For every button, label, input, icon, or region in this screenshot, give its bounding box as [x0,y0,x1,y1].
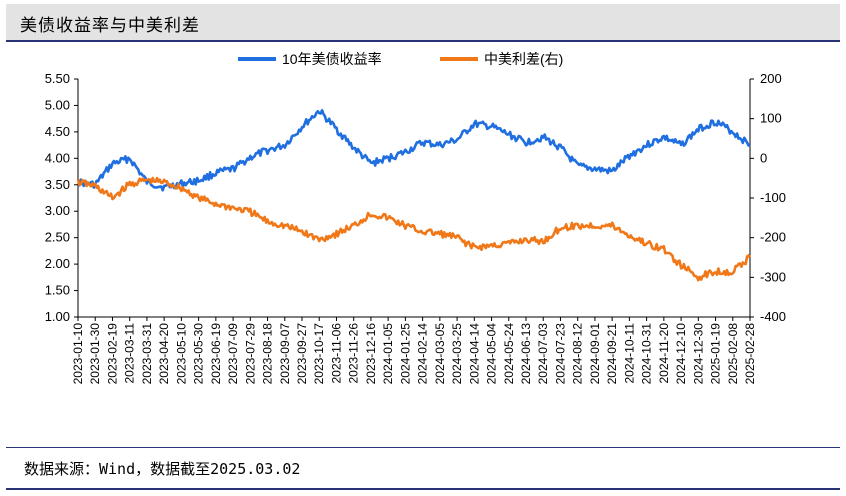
right-tick-label: -400 [760,309,786,324]
x-tick-label: 2023-09-27 [295,323,309,385]
x-tick-label: 2024-11-20 [657,323,671,384]
x-tick-label: 2023-03-11 [123,323,137,384]
left-tick-label: 3.50 [45,177,70,192]
right-tick-label: -300 [760,269,786,284]
series-line-spread [76,176,752,282]
left-tick-label: 1.50 [45,283,70,298]
right-tick-label: 0 [760,150,767,165]
x-tick-label: 2023-03-31 [140,323,154,385]
x-tick-label: 2024-10-11 [622,323,636,384]
right-tick-label: -100 [760,190,786,205]
legend-label: 中美利差(右) [484,51,563,67]
x-tick-label: 2024-08-12 [571,323,585,385]
source-bar: 数据来源：Wind，数据截至2025.03.02 [6,447,840,490]
legend-label: 10年美债收益率 [282,51,382,67]
x-tick-label: 2024-01-05 [381,323,395,385]
left-tick-label: 5.50 [45,71,70,86]
x-tick-label: 2023-05-30 [192,323,206,385]
x-tick-label: 2023-06-19 [209,323,223,385]
x-tick-label: 2024-09-21 [605,323,619,385]
x-tick-label: 2024-04-14 [467,323,481,385]
x-tick-label: 2023-10-17 [312,323,326,385]
chart-svg: 1.00 1.50 2.00 2.50 3.00 3.50 4.00 4.50 5.00 5.50… [45,51,786,385]
left-tick-label: 3.00 [45,203,70,218]
x-tick-label: 2024-02-14 [416,323,430,385]
series-line-us10y [77,109,751,192]
x-tick-label: 2024-07-03 [536,323,550,385]
x-tick-label: 2023-01-10 [71,323,85,385]
x-tick-label: 2025-02-28 [743,323,757,385]
x-tick-label: 2024-05-24 [502,323,516,385]
chart-title: 美债收益率与中美利差 [20,16,200,36]
left-tick-label: 4.50 [45,124,70,139]
x-tick-label: 2023-05-10 [174,323,188,385]
left-tick-label: 1.00 [45,309,70,324]
x-tick-label: 2024-10-31 [640,323,654,385]
x-tick-label: 2025-02-08 [726,323,740,385]
x-tick-label: 2024-12-10 [674,323,688,385]
x-tick-label: 2024-07-23 [553,323,567,385]
x-tick-label: 2023-11-06 [329,323,343,384]
right-tick-label: 200 [760,71,782,86]
x-tick-label: 2023-07-09 [226,323,240,385]
x-tick-label: 2023-07-29 [243,323,257,385]
x-tick-label: 2024-12-30 [691,323,705,385]
left-tick-label: 5.00 [45,97,70,112]
x-tick-label: 2023-04-20 [157,323,171,385]
title-bar: 美债收益率与中美利差 [6,4,840,42]
x-tick-label: 2023-11-26 [347,323,361,384]
left-tick-label: 2.50 [45,230,70,245]
x-tick-label: 2024-03-25 [450,323,464,385]
chart-area: 1.00 1.50 2.00 2.50 3.00 3.50 4.00 4.50 5.00 5.50… [6,41,840,447]
x-tick-label: 2024-09-01 [588,323,602,385]
right-tick-label: 100 [760,111,782,126]
x-tick-label: 2023-12-16 [364,323,378,385]
x-tick-label: 2023-02-19 [105,323,119,385]
source-note: 数据来源：Wind，数据截至2025.03.02 [24,460,301,478]
left-tick-label: 4.00 [45,150,70,165]
left-tick-label: 2.00 [45,256,70,271]
x-tick-label: 2023-09-07 [278,323,292,385]
x-tick-label: 2025-01-19 [709,323,723,385]
x-tick-label: 2023-08-18 [261,323,275,385]
x-tick-label: 2023-01-30 [88,323,102,385]
x-tick-label: 2024-05-04 [485,323,499,385]
x-tick-label: 2024-06-13 [519,323,533,385]
x-tick-label: 2024-01-25 [398,323,412,385]
x-tick-label: 2024-03-05 [433,323,447,385]
right-tick-label: -200 [760,230,786,245]
